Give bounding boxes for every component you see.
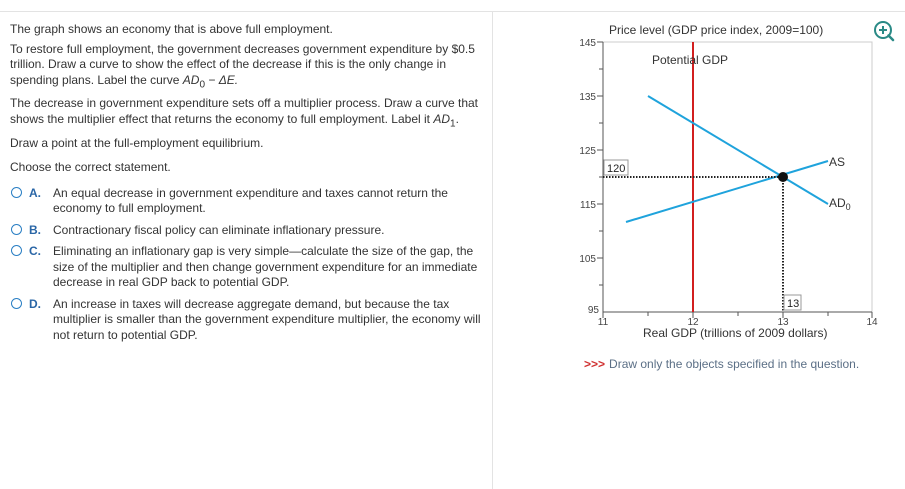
y-tick-label: 115 (580, 200, 596, 211)
x-tick-label: 11 (598, 317, 609, 328)
question-panel: The graph shows an economy that is above… (10, 22, 485, 349)
option-a-radio[interactable] (11, 186, 22, 198)
potential-gdp-label: Potential GDP (652, 53, 728, 67)
option-d[interactable]: D. An increase in taxes will decrease ag… (10, 297, 485, 344)
option-c-radio[interactable] (11, 245, 22, 257)
step-1-curve-tail: − ΔE. (205, 72, 239, 87)
ad0-curve[interactable] (647, 95, 829, 205)
y-tick-label: 125 (579, 146, 596, 157)
x-tick-label: 13 (777, 317, 789, 328)
step-1-curve-sub: 0 (199, 78, 206, 90)
option-c-text: Eliminating an inflationary gap is very … (53, 244, 478, 290)
eq-gdp-box[interactable] (783, 294, 802, 311)
y-ticks: 145 135 125 115 105 95 (579, 38, 603, 316)
option-b-text: Contractionary fiscal policy can elimina… (53, 222, 385, 237)
step-1-curve-label: AD (182, 72, 200, 87)
x-ticks: 11 12 13 14 (598, 312, 878, 328)
note-arrows: >>> (584, 357, 606, 371)
step-2-tail: . (455, 111, 459, 126)
as-label: AS (829, 155, 845, 169)
y-axis-title: Price level (GDP price index, 2009=100) (609, 23, 823, 37)
x-axis-title: Real GDP (trillions of 2009 dollars) (643, 326, 828, 340)
choose-prompt: Choose the correct statement. (10, 160, 171, 175)
y-tick-label: 145 (579, 38, 596, 49)
question-step-3: Draw a point at the full-employment equi… (10, 135, 264, 150)
step-1-text: To restore full employment, the governme… (10, 41, 475, 87)
question-intro: The graph shows an economy that is above… (10, 22, 333, 36)
ad0-label-sub: 0 (846, 202, 851, 212)
option-c[interactable]: C. Eliminating an inflationary gap is ve… (10, 244, 485, 291)
zoom-in-icon[interactable] (874, 21, 895, 42)
as-curve[interactable] (625, 160, 829, 223)
question-step-1: To restore full employment, the governme… (10, 42, 485, 93)
option-a[interactable]: A. An equal decrease in government expen… (10, 186, 485, 217)
ad-as-graph[interactable]: Price level (GDP price index, 2009=100) … (493, 12, 905, 489)
panel-divider (492, 12, 493, 489)
eq-price-value: 120 (607, 163, 625, 175)
step-2-curve-label: AD (433, 111, 450, 126)
y-tick-label: 105 (579, 254, 596, 265)
note-text: Draw only the objects specified in the q… (609, 357, 860, 371)
top-rule (0, 11, 905, 12)
equilibrium-point[interactable] (778, 172, 788, 182)
option-b-radio[interactable] (11, 223, 22, 235)
option-c-letter: C. (29, 244, 41, 259)
instruction-note: >>> Draw only the objects specified in th… (584, 357, 859, 371)
step-2-text: The decrease in government expenditure s… (10, 96, 479, 126)
eq-gdp-value: 13 (787, 298, 799, 310)
option-d-letter: D. (29, 296, 41, 311)
question-step-2: The decrease in government expenditure s… (10, 96, 485, 131)
option-d-text: An increase in taxes will decrease aggre… (53, 296, 481, 342)
eq-price-box[interactable] (603, 159, 629, 176)
x-tick-label: 14 (866, 317, 878, 328)
y-tick-label: 95 (588, 305, 600, 316)
option-d-radio[interactable] (11, 297, 22, 309)
ad0-label-main: AD (829, 196, 846, 210)
ad0-label: AD0 (829, 196, 851, 212)
option-a-letter: A. (29, 185, 41, 200)
y-tick-label: 135 (579, 92, 596, 103)
option-b-letter: B. (29, 222, 41, 237)
x-tick-label: 12 (687, 317, 699, 328)
option-a-text: An equal decrease in government expendit… (53, 185, 448, 216)
option-b[interactable]: B. Contractionary fiscal policy can elim… (10, 223, 485, 239)
step-2-curve-sub: 1 (450, 118, 456, 130)
